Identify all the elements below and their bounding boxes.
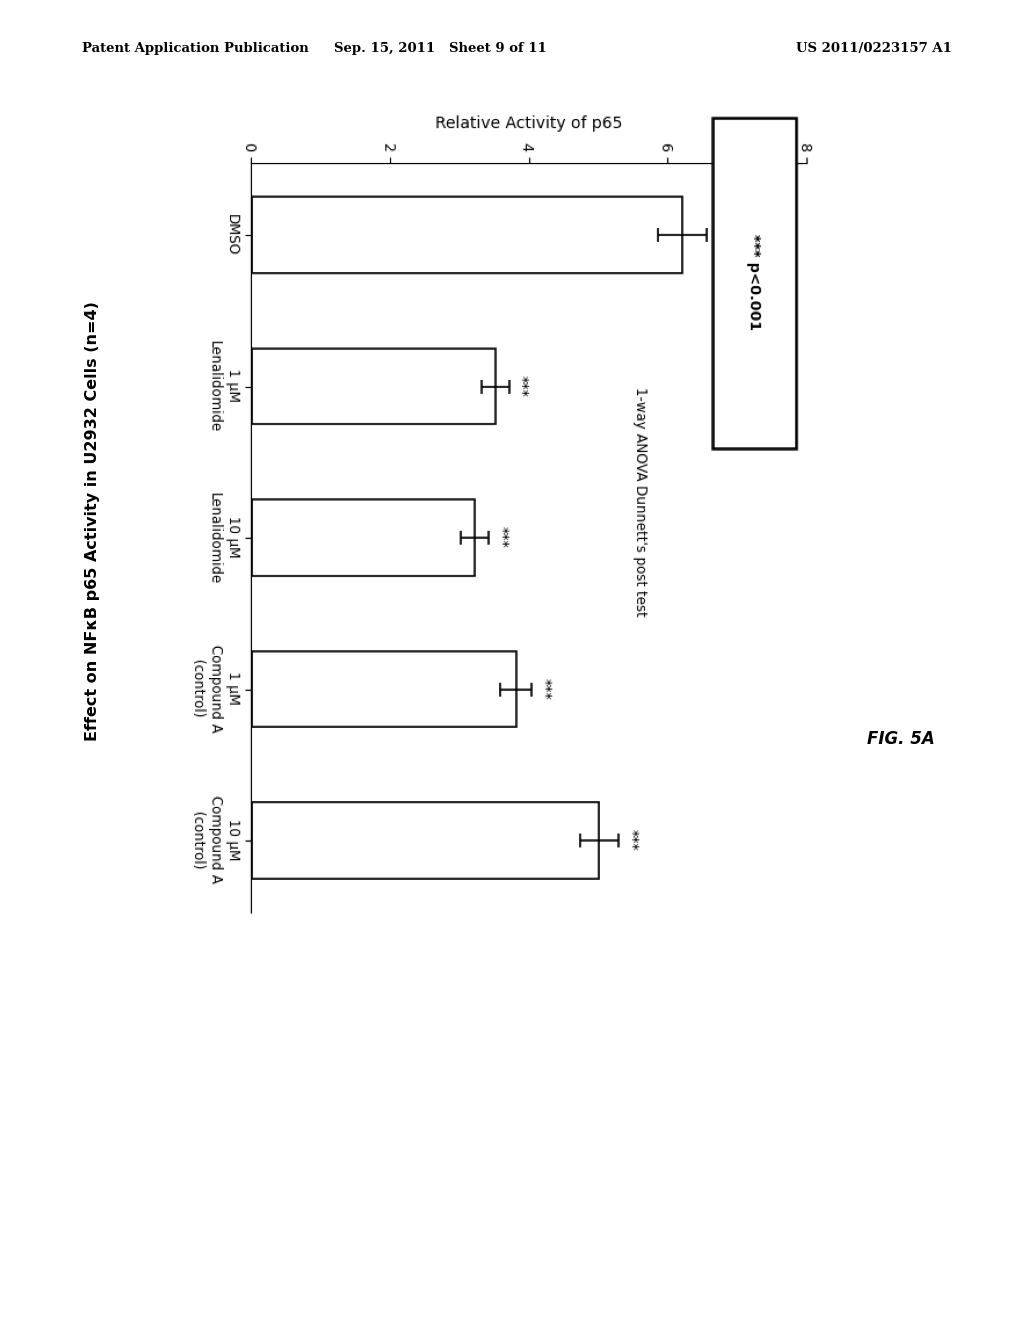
Text: FIG. 5A: FIG. 5A [867,730,935,748]
Text: Sep. 15, 2011   Sheet 9 of 11: Sep. 15, 2011 Sheet 9 of 11 [334,42,547,55]
Text: Patent Application Publication: Patent Application Publication [82,42,308,55]
Text: US 2011/0223157 A1: US 2011/0223157 A1 [797,42,952,55]
Text: Effect on NFκB p65 Activity in U2932 Cells (n=4): Effect on NFκB p65 Activity in U2932 Cel… [85,301,99,742]
